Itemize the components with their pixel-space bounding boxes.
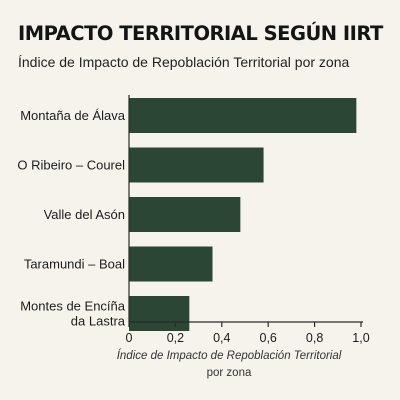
chart-subtitle: Índice de Impacto de Repoblación Territo… [18, 54, 350, 70]
category-label-1: Montaña de Álava [20, 108, 126, 123]
bar-2 [129, 147, 264, 183]
x-axis-title-line1: Índice de Impacto de Repoblación Territo… [117, 349, 342, 362]
bar-5 [129, 296, 190, 331]
category-label-5-line1: Montes de Encíña [20, 299, 126, 314]
x-tick-label-2: 0,2 [167, 331, 184, 345]
category-labels: Montaña de Álava O Ribeiro – Courel Valle … [17, 108, 125, 329]
x-tick-label-3: 0,4 [213, 331, 230, 345]
category-label-3: Valle del Asón [44, 207, 125, 222]
bars-layer [129, 98, 357, 331]
chart-title: IMPACTO TERRITORIAL SEGÚN IIRT [18, 22, 383, 45]
category-label-5-line2: da Lastra [71, 314, 126, 329]
x-tick-label-5: 0,8 [306, 331, 323, 345]
x-axis: 0 0,2 0,4 0,6 0,8 1,0 [126, 95, 370, 345]
x-tick-label-4: 0,6 [260, 331, 277, 345]
category-label-4: Taramundi – Boal [24, 257, 125, 272]
category-label-2: O Ribeiro – Courel [17, 158, 125, 173]
bar-3 [129, 197, 241, 232]
bar-4 [129, 246, 213, 282]
x-tick-label-6: 1,0 [352, 331, 369, 345]
x-axis-title-line2: por zona [207, 367, 252, 379]
x-tick-label-1: 0 [126, 331, 133, 345]
bar-1 [129, 98, 357, 133]
